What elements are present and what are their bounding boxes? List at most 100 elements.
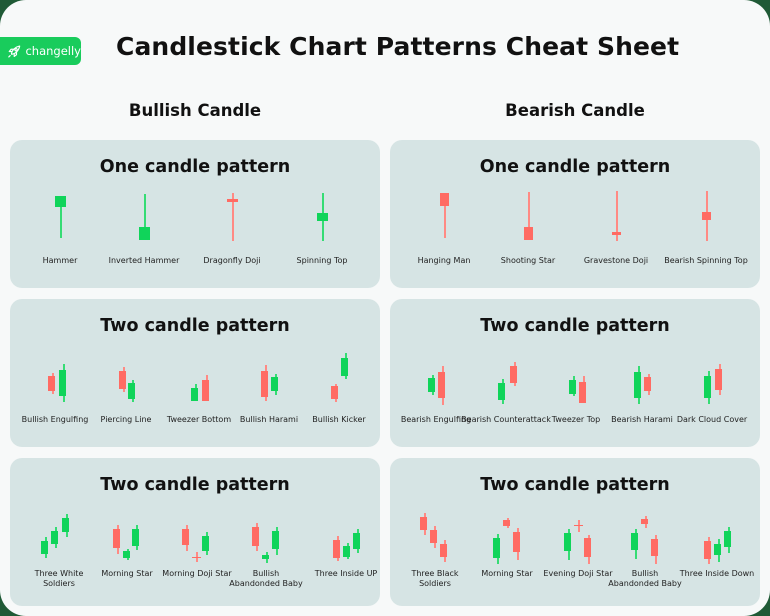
pattern-label: Bearish Spinning Top bbox=[664, 256, 748, 265]
candle-body bbox=[574, 525, 583, 526]
candle-body bbox=[48, 376, 55, 391]
pattern-label: Bullish Engulfing bbox=[21, 415, 89, 424]
pattern-label: Bullish Abandonded Baby bbox=[608, 569, 682, 588]
candle-body bbox=[430, 530, 437, 543]
candle-wick bbox=[60, 196, 62, 238]
pattern-label: Gravestone Doji bbox=[583, 256, 649, 265]
card-title: Two candle pattern bbox=[100, 316, 290, 336]
bearish-column-heading: Bearish Candle bbox=[505, 101, 645, 120]
pattern-label: Bullish Kicker bbox=[312, 415, 366, 424]
candle-body bbox=[59, 370, 66, 396]
changelly-logo[interactable]: changelly bbox=[0, 37, 81, 65]
candle-body bbox=[503, 520, 510, 526]
candle-body bbox=[438, 372, 445, 398]
candle-body bbox=[714, 544, 721, 555]
candle-body bbox=[704, 376, 711, 398]
card-title: Two candle pattern bbox=[480, 475, 670, 495]
candle-body bbox=[641, 519, 648, 524]
pattern-label: Three Inside UP bbox=[314, 569, 378, 578]
candle-body bbox=[631, 533, 638, 550]
candle-body bbox=[498, 383, 505, 400]
pattern-label: Morning Doji Star bbox=[162, 569, 232, 578]
candle-body bbox=[353, 533, 360, 549]
pattern-label: Shooting Star bbox=[500, 256, 556, 265]
bearish-one-candle-card: One candle pattern Hanging Man Shooting S… bbox=[390, 140, 760, 288]
card-title: Two candle pattern bbox=[100, 475, 290, 495]
candle-body bbox=[132, 529, 139, 546]
candle-body bbox=[584, 538, 591, 557]
candle-body bbox=[333, 540, 340, 558]
candle-body bbox=[119, 371, 126, 389]
candle-body bbox=[331, 386, 338, 399]
bullish-one-candle-card: One candle pattern Hammer Inverted Hammer… bbox=[10, 140, 380, 288]
candle-body bbox=[524, 227, 533, 240]
candle-body bbox=[493, 538, 500, 558]
candle-body bbox=[128, 383, 135, 399]
page-title: Candlestick Chart Patterns Cheat Sheet bbox=[116, 32, 680, 61]
candle-body bbox=[702, 212, 711, 220]
pattern-label: Three Inside Down bbox=[679, 569, 755, 578]
candle-body bbox=[202, 380, 209, 401]
candle-wick bbox=[144, 194, 146, 240]
candle-body bbox=[644, 377, 651, 391]
candle-body bbox=[261, 371, 268, 397]
pattern-label: Bullish Abandonded Baby bbox=[229, 569, 303, 588]
pattern-label: Spinning Top bbox=[296, 256, 348, 265]
candle-body bbox=[651, 539, 658, 556]
candle-body bbox=[272, 531, 279, 549]
candle-body bbox=[51, 531, 58, 544]
candle-body bbox=[182, 529, 189, 545]
candle-body bbox=[191, 388, 198, 401]
bearish-three-candle-card: Two candle pattern Three Black Soldiers M… bbox=[390, 458, 760, 606]
candle-body bbox=[202, 536, 209, 551]
pattern-label: Morning Star bbox=[101, 569, 153, 578]
card-title: Two candle pattern bbox=[480, 316, 670, 336]
candle-body bbox=[317, 213, 328, 221]
candle-body bbox=[724, 531, 731, 547]
candle-body bbox=[343, 546, 350, 557]
pattern-label: Three Black Soldiers bbox=[411, 569, 459, 588]
candle-body bbox=[55, 196, 66, 207]
candle-wick bbox=[232, 193, 234, 241]
pattern-label: Bearish Harami bbox=[611, 415, 673, 424]
pattern-label: Bearish Engulfing bbox=[400, 415, 472, 424]
candle-body bbox=[192, 557, 201, 558]
candle-body bbox=[440, 544, 447, 557]
pattern-label: Bullish Harami bbox=[239, 415, 299, 424]
pattern-label: Tweezer Bottom bbox=[166, 415, 232, 424]
candle-body bbox=[440, 193, 449, 206]
pattern-label: Bearish Counterattack bbox=[461, 415, 551, 424]
pattern-label: Inverted Hammer bbox=[108, 256, 180, 265]
rocket-icon bbox=[8, 44, 21, 58]
bullish-two-candle-card: Two candle pattern Bullish Engulfing Pier… bbox=[10, 299, 380, 447]
candle-body bbox=[510, 366, 517, 383]
pattern-label: Evening Doji Star bbox=[543, 569, 613, 578]
candle-wick bbox=[444, 193, 446, 238]
pattern-label: Dark Cloud Cover bbox=[676, 415, 748, 424]
candle-body bbox=[569, 380, 576, 394]
pattern-label: Three White Soldiers bbox=[34, 569, 84, 588]
candle-body bbox=[139, 227, 150, 240]
candle-body bbox=[227, 199, 238, 202]
candle-body bbox=[428, 378, 435, 392]
pattern-label: Hammer bbox=[42, 256, 78, 265]
candle-body bbox=[262, 555, 269, 559]
candle-body bbox=[271, 377, 278, 391]
candle-body bbox=[123, 551, 130, 558]
candle-wick bbox=[528, 192, 530, 240]
card-title: One candle pattern bbox=[479, 157, 671, 177]
bearish-two-candle-card: Two candle pattern Bearish Engulfing Bear… bbox=[390, 299, 760, 447]
bullish-three-candle-card: Two candle pattern Three White Soldiers M… bbox=[10, 458, 380, 606]
candle-body bbox=[715, 369, 722, 390]
candle-body bbox=[252, 527, 259, 546]
candle-body bbox=[564, 533, 571, 551]
pattern-label: Hanging Man bbox=[417, 256, 471, 265]
pattern-label: Dragonfly Doji bbox=[203, 256, 261, 265]
candle-wick bbox=[616, 191, 618, 241]
candle-body bbox=[634, 372, 641, 398]
pattern-label: Tweezer Top bbox=[551, 415, 601, 424]
candle-body bbox=[113, 529, 120, 548]
candle-body bbox=[341, 358, 348, 376]
candle-body bbox=[62, 518, 69, 532]
